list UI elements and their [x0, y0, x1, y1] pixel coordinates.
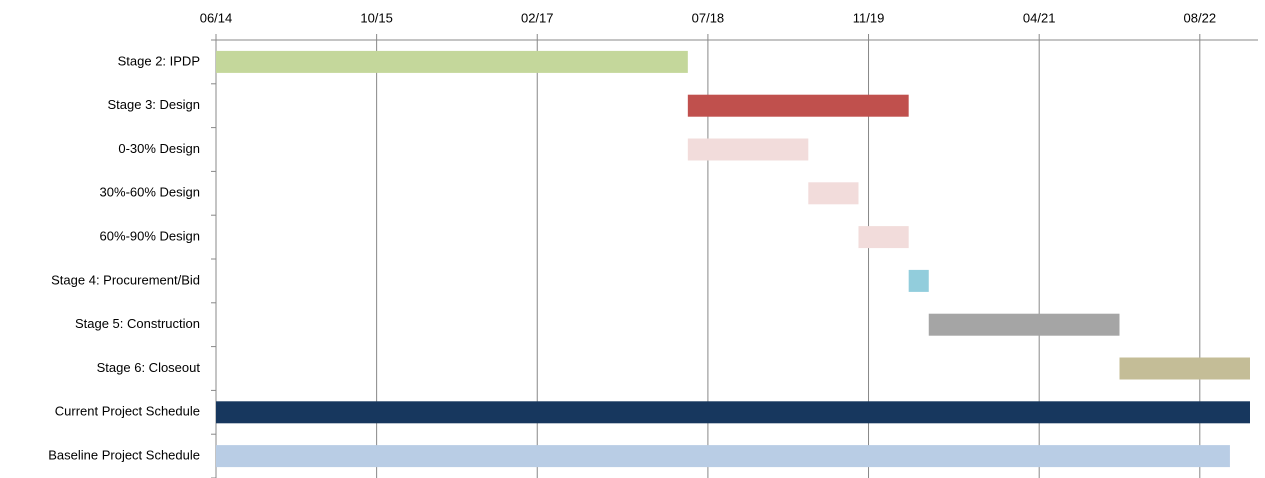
task-label: Stage 2: IPDP — [118, 53, 200, 68]
task-bar — [858, 226, 909, 249]
task-bar — [687, 138, 809, 161]
task-bar — [928, 313, 1120, 336]
x-tick-label: 11/19 — [853, 10, 885, 25]
task-label: Stage 6: Closeout — [97, 360, 201, 375]
task-bar — [216, 445, 1230, 468]
task-label: Stage 4: Procurement/Bid — [51, 272, 200, 287]
x-tick-label: 04/21 — [1023, 10, 1056, 25]
task-bar — [216, 401, 1250, 424]
task-label: 0-30% Design — [118, 141, 200, 156]
x-tick-label: 07/18 — [692, 10, 725, 25]
x-tick-label: 08/22 — [1184, 10, 1217, 25]
task-label: 30%-60% Design — [100, 185, 200, 200]
task-bar — [216, 50, 688, 73]
task-label: Stage 3: Design — [107, 97, 200, 112]
task-label: Current Project Schedule — [55, 404, 200, 419]
task-bar — [808, 182, 859, 205]
x-tick-label: 10/15 — [360, 10, 393, 25]
task-label: Baseline Project Schedule — [48, 448, 200, 463]
task-bar — [687, 94, 909, 117]
x-tick-label: 06/14 — [200, 10, 233, 25]
task-label: 60%-90% Design — [100, 229, 200, 244]
task-bar — [1119, 357, 1250, 380]
x-tick-label: 02/17 — [521, 10, 554, 25]
task-label: Stage 5: Construction — [75, 316, 200, 331]
task-bar — [908, 269, 929, 292]
